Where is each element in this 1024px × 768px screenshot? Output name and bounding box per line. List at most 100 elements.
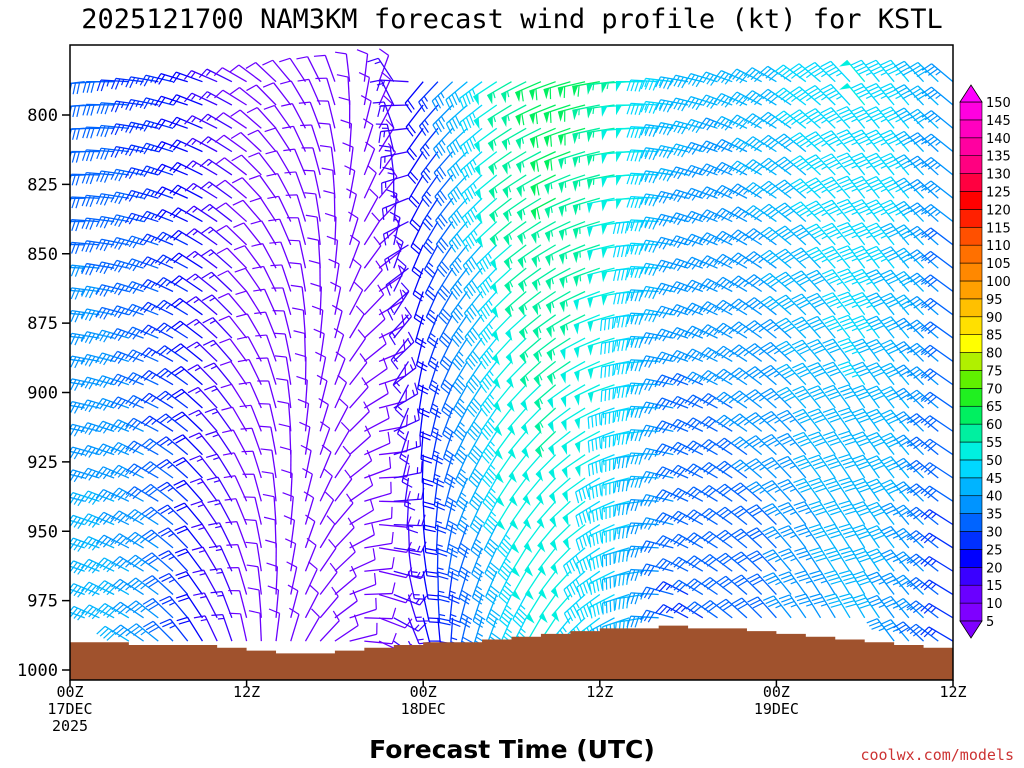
barb-full <box>626 79 632 92</box>
barb-full <box>199 158 210 168</box>
wind-barb <box>253 288 277 316</box>
barb-flag <box>502 163 508 175</box>
barb-staff <box>384 244 409 261</box>
wind-barb <box>447 547 460 581</box>
barb-flag <box>558 181 565 194</box>
barb-half <box>713 145 718 151</box>
barb-full <box>658 169 666 180</box>
barb-staff <box>451 337 468 363</box>
barb-full <box>208 522 220 526</box>
barb-flag <box>547 373 553 386</box>
barb-staff <box>364 617 393 620</box>
barb-full <box>114 512 124 522</box>
barb-full <box>74 380 81 391</box>
barb-half <box>477 632 484 637</box>
barb-staff <box>227 270 248 292</box>
barb-full <box>88 493 97 504</box>
wind-barb <box>378 142 396 176</box>
barb-full <box>472 374 481 384</box>
barb-full <box>630 499 636 511</box>
barb-staff <box>518 290 542 310</box>
barb-full <box>654 489 664 499</box>
barb-full <box>448 598 460 604</box>
barb-full <box>96 102 102 114</box>
wind-barb <box>270 264 292 292</box>
barb-staff <box>586 197 615 205</box>
barb-full <box>154 231 164 242</box>
barb-half <box>565 324 569 331</box>
barb-full <box>198 68 208 79</box>
wind-barb <box>363 333 387 362</box>
barb-staff <box>102 443 130 456</box>
barb-full <box>308 260 321 265</box>
barb-full <box>684 142 692 153</box>
barb-full <box>630 453 636 465</box>
barb-full <box>102 423 111 434</box>
barb-full <box>691 375 701 385</box>
barb-full <box>466 140 472 152</box>
barb-full <box>124 190 132 201</box>
barb-half <box>451 637 458 641</box>
barb-full <box>640 193 647 205</box>
barb-full <box>132 375 141 386</box>
barb-staff <box>275 613 281 642</box>
barb-half <box>654 427 659 434</box>
barb-full <box>476 288 484 299</box>
barb-full <box>617 457 621 469</box>
barb-full <box>70 492 74 498</box>
wind-barb <box>669 395 704 409</box>
barb-flag <box>601 295 608 306</box>
wind-barb <box>110 146 144 158</box>
barb-full <box>640 563 647 575</box>
barb-full <box>638 197 644 209</box>
barb-flag <box>534 422 542 435</box>
barb-full <box>669 143 677 155</box>
wind-barb <box>217 292 248 316</box>
barb-half <box>399 265 405 271</box>
wind-barb <box>95 420 130 434</box>
wind-barb <box>265 150 292 176</box>
wind-barb <box>530 197 556 221</box>
barb-full <box>447 547 459 554</box>
wind-barb <box>251 243 277 269</box>
barb-full <box>128 305 137 316</box>
barb-staff <box>334 310 343 339</box>
barb-full <box>634 360 640 372</box>
barb-staff <box>101 352 130 363</box>
barb-full <box>99 308 107 319</box>
wind-barb <box>95 193 129 206</box>
barb-full <box>455 162 463 174</box>
barb-full <box>386 188 398 195</box>
barb-full <box>634 569 640 582</box>
barb-full <box>75 151 81 163</box>
barb-staff <box>176 139 203 153</box>
wind-barb <box>501 104 527 128</box>
barb-full <box>625 268 629 281</box>
wind-barb <box>684 302 718 316</box>
barb-full <box>70 589 71 590</box>
barb-full <box>80 467 89 478</box>
barb-full <box>52 562 58 572</box>
wind-barb <box>586 174 615 190</box>
barb-full <box>634 336 640 348</box>
wind-barb <box>449 267 468 300</box>
wind-barb <box>559 267 586 289</box>
barb-staff <box>460 617 468 646</box>
barb-half <box>120 124 125 132</box>
barb-staff <box>257 129 277 153</box>
wind-barb <box>481 430 498 464</box>
barb-full <box>39 268 42 279</box>
barb-full <box>472 597 483 605</box>
barb-full <box>102 538 112 548</box>
barb-full <box>147 534 158 543</box>
barb-staff <box>319 596 339 619</box>
barb-full <box>113 375 122 386</box>
wind-barb <box>548 477 571 504</box>
barb-full <box>377 105 382 118</box>
barb-full <box>591 463 595 475</box>
barb-full <box>691 490 701 500</box>
barb-full <box>244 518 256 522</box>
barb-staff <box>560 337 586 352</box>
barb-full <box>501 565 511 574</box>
barb-full <box>436 267 446 278</box>
